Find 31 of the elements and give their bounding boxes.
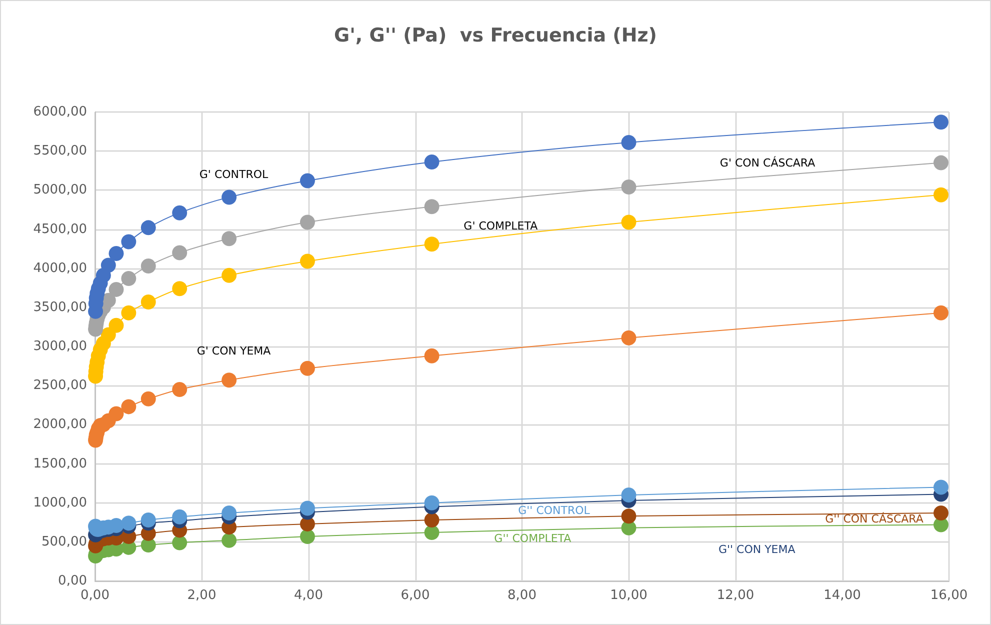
text: G'' CON YEMA xyxy=(718,543,796,556)
x-tick-label: 10,00 xyxy=(610,588,648,603)
x-tick-label: 0,00 xyxy=(80,588,110,603)
y-tick-label: 2500,00 xyxy=(33,378,87,394)
y-tick-label: 0,00 xyxy=(58,574,87,588)
y-tick-label: 1500,00 xyxy=(33,456,87,472)
y-tick-label: 5500,00 xyxy=(33,144,87,159)
x-tick-label: 14,00 xyxy=(824,588,861,603)
x-tick-label: 8,00 xyxy=(508,588,536,603)
y-tick-label: 4000,00 xyxy=(33,260,87,276)
series-label: G' CON YEMA xyxy=(196,344,272,358)
y-tick-label: 3500,00 xyxy=(33,300,87,315)
x-tick-label: 2,00 xyxy=(187,588,216,603)
series-label: G' CON CÁSCARA xyxy=(720,155,816,170)
y-tick-label: 1000,00 xyxy=(33,495,87,510)
y-tick-label: 2000,00 xyxy=(33,417,87,432)
y-tick-label: 3000,00 xyxy=(33,339,87,354)
series-label: G'' CON CÁSCARA xyxy=(825,512,924,526)
y-tick-label: 6000,00 xyxy=(33,104,87,120)
y-tick-label: 500,00 xyxy=(42,534,87,550)
series-label: G' COMPLETA xyxy=(464,220,538,233)
series-label: G'' COMPLETA xyxy=(494,532,572,545)
x-tick-label: 16,00 xyxy=(930,588,968,603)
x-tick-label: 6,00 xyxy=(400,588,430,603)
y-tick-label: 5000,00 xyxy=(33,182,87,198)
series-label: G'' CONTROL xyxy=(518,504,591,517)
series-label: G' CONTROL xyxy=(199,168,270,182)
x-tick-label: 12,00 xyxy=(716,588,754,603)
chart-title: G', G'' (Pa) vs Frecuencia (Hz) xyxy=(334,24,657,46)
y-tick-label: 4500,00 xyxy=(33,222,87,237)
x-tick-label: 4,00 xyxy=(294,588,323,603)
